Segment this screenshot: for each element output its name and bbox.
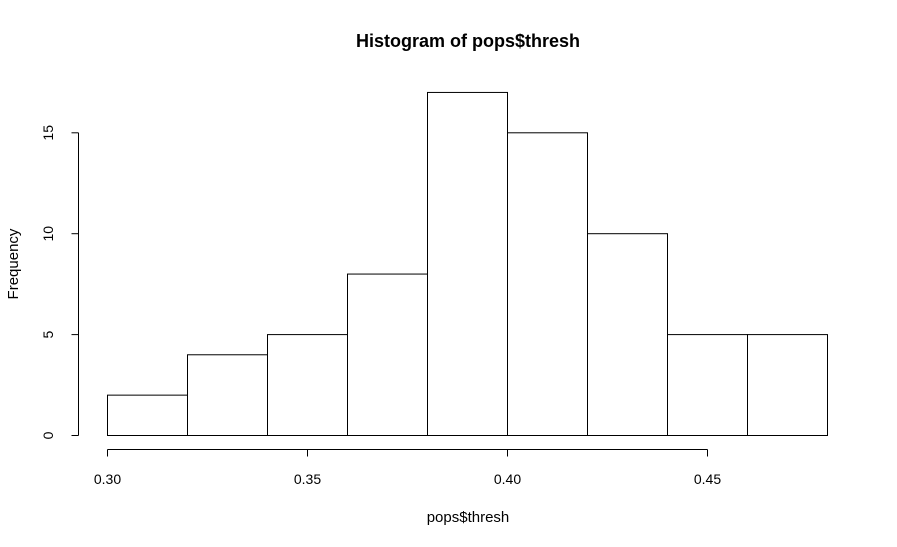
x-tick-label-1: 0.35 xyxy=(294,471,321,487)
histogram-bar-6 xyxy=(507,132,588,437)
x-tick-label-3: 0.45 xyxy=(694,471,721,487)
y-tick-label-3: 15 xyxy=(40,125,56,141)
histogram-bar-2 xyxy=(187,354,268,436)
histogram-bar-4 xyxy=(347,273,428,436)
x-axis: 0.30 0.35 0.40 0.45 xyxy=(94,449,721,487)
x-tick-label-2: 0.40 xyxy=(494,471,521,487)
histogram-bar-1 xyxy=(107,394,188,437)
y-tick-label-2: 10 xyxy=(40,226,56,242)
histogram-bar-5 xyxy=(427,91,508,436)
x-tick-label-0: 0.30 xyxy=(94,471,121,487)
chart-title: Histogram of pops$thresh xyxy=(356,31,580,51)
histogram-bar-7 xyxy=(587,233,668,436)
histogram-bar-3 xyxy=(267,334,348,437)
y-axis-label: Frequency xyxy=(5,228,22,299)
histogram-bar-8 xyxy=(667,334,748,437)
bars xyxy=(107,91,828,437)
y-tick-label-1: 5 xyxy=(40,330,56,338)
y-tick-label-0: 0 xyxy=(40,431,56,439)
x-axis-label: pops$thresh xyxy=(427,509,510,526)
y-axis: 0 5 10 15 xyxy=(40,125,79,439)
histogram-bar-9 xyxy=(747,334,828,437)
